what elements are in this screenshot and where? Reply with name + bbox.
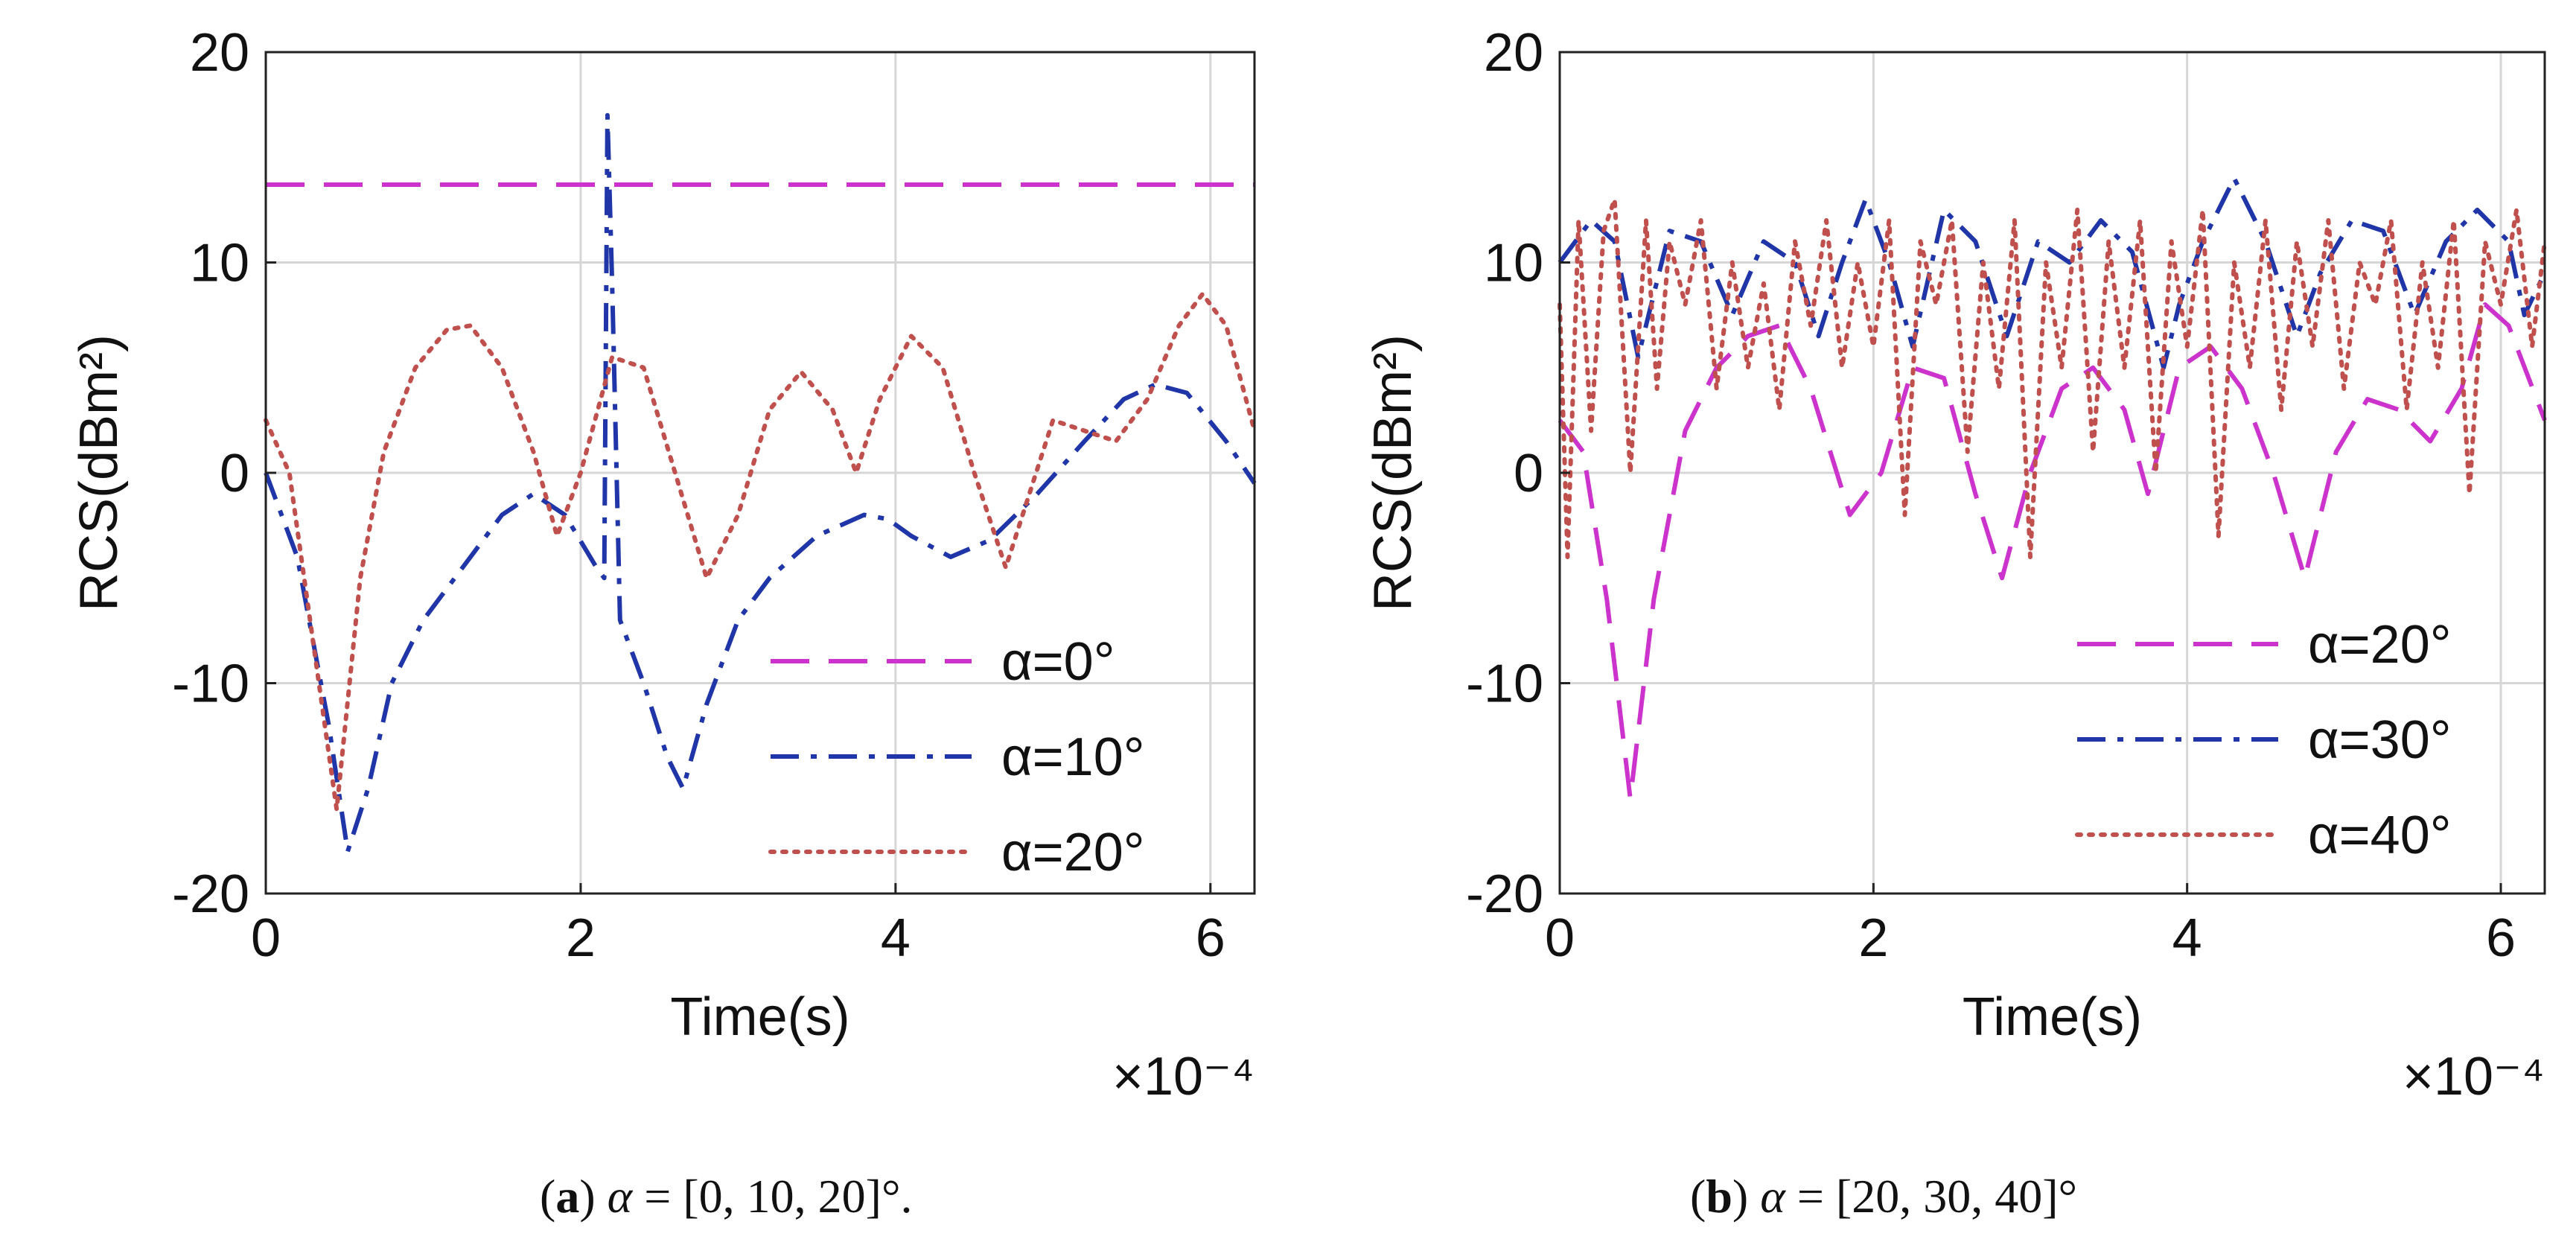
x-axis-label: Time(s) (670, 987, 849, 1047)
y-tick-label: 10 (1484, 234, 1543, 293)
y-tick-label: -20 (1466, 864, 1543, 924)
x-tick-label: 6 (1196, 908, 1225, 968)
x-tick-label: 4 (881, 908, 911, 968)
y-axis-label: RCS(dBm²) (1363, 334, 1423, 611)
series-line-b-0 (1558, 302, 2547, 801)
x-tick-label: 0 (251, 908, 281, 968)
caption-a-symbol: α (607, 1170, 633, 1223)
y-tick-label: 20 (190, 23, 249, 83)
y-tick-label: -10 (172, 654, 249, 714)
caption-b-symbol: α (1760, 1170, 1785, 1223)
x-tick-label: 4 (2172, 908, 2202, 968)
x-tick-label: 2 (566, 908, 596, 968)
chart-panel-b: 0 2 4 6 -20 -10 0 10 20 Time(s) RCS(dBm²) ×10⁻⁴ α=20… (1363, 23, 2547, 1106)
caption-b-text: = [20, 30, 40]° (1785, 1170, 2078, 1223)
series-line-b-2 (1558, 197, 2547, 559)
caption-b-letter: b (1706, 1170, 1732, 1223)
x-tick-label: 6 (2486, 908, 2516, 968)
series-line-a-1 (264, 112, 1257, 854)
y-tick-label: 0 (1514, 444, 1543, 503)
y-tick-label: -20 (172, 864, 249, 924)
x-axis-multiplier: ×10⁻⁴ (1112, 1047, 1254, 1106)
y-tick-label: 10 (190, 234, 249, 293)
legend-label-a-2: α=20° (1001, 823, 1145, 882)
y-tick-label: 0 (220, 444, 249, 503)
legend-label-b-0: α=20° (2308, 615, 2452, 675)
caption-b: (b) α = [20, 30, 40]° (1690, 1170, 2078, 1223)
caption-a-letter: a (555, 1170, 580, 1223)
legend-label-a-0: α=0° (1001, 632, 1115, 692)
series-line-a-2 (264, 291, 1257, 812)
x-tick-label: 0 (1545, 908, 1575, 968)
series-line-b-1 (1558, 176, 2547, 370)
chart-panel-a: 0 2 4 6 -20 -10 0 10 20 Time(s) RCS(dBm²) ×10⁻⁴ α=0°… (69, 23, 1257, 1106)
legend-label-b-1: α=30° (2308, 710, 2452, 770)
x-axis-multiplier: ×10⁻⁴ (2403, 1047, 2545, 1106)
caption-a: (a) α = [0, 10, 20]°. (540, 1170, 913, 1223)
x-tick-label: 2 (1858, 908, 1888, 968)
y-tick-label: -10 (1466, 654, 1543, 714)
caption-a-text: = [0, 10, 20]°. (632, 1170, 913, 1223)
y-tick-label: 20 (1484, 23, 1543, 83)
legend-label-b-2: α=40° (2308, 806, 2452, 865)
legend-label-a-1: α=10° (1001, 727, 1145, 787)
y-axis-label: RCS(dBm²) (69, 334, 129, 611)
x-axis-label: Time(s) (1963, 987, 2142, 1047)
